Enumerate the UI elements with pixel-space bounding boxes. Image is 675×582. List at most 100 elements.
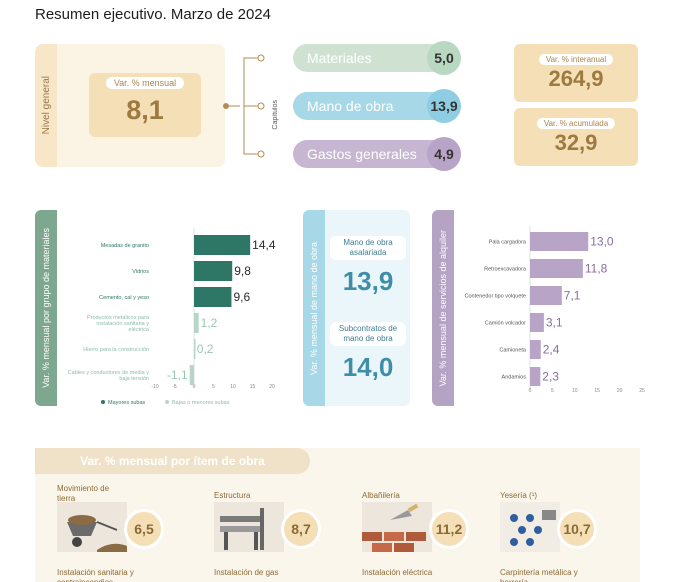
bar-3: [530, 313, 544, 332]
category-label: Pala cargadora: [489, 240, 527, 246]
x-tick-label: -5: [172, 384, 177, 390]
capitulo-materiales-value: 5,0: [427, 41, 461, 75]
legend-top: Mayores subas: [108, 400, 146, 406]
bar-3: [194, 313, 199, 333]
bar-value-label: 3,1: [546, 316, 563, 330]
subcontratos-label: Subcontratos de mano de obra: [330, 322, 406, 346]
subcontratos: Subcontratos de mano de obra 14,0: [330, 322, 406, 383]
category-label: Vidrios: [132, 269, 149, 275]
category-label: Camión volcador: [485, 321, 526, 327]
category-label: Andamios: [502, 375, 527, 381]
item-title-estructura: Estructura: [214, 491, 251, 500]
brick-trowel-icon: [362, 502, 432, 552]
nivel-general-strip: [35, 44, 57, 167]
bar-2: [530, 286, 562, 305]
x-tick-label: 25: [639, 388, 645, 394]
bar-1: [530, 259, 583, 278]
bar-1: [194, 261, 233, 281]
category-label: Cemento, cal y yeso: [99, 295, 149, 301]
capitulos-connector: [223, 54, 265, 158]
nivel-general-strip-label: Nivel general: [40, 76, 52, 135]
alquiler-strip-label: Var. % mensual de servicios de alquiler: [438, 229, 448, 387]
bar-2: [194, 287, 232, 307]
interanual-value: 264,9: [548, 66, 604, 91]
capitulo-gastos-label: Gastos generales: [307, 146, 417, 162]
bar-value-label: 9,6: [233, 290, 250, 304]
x-tick-label: -10: [151, 384, 158, 390]
capitulo-mano-obra-label: Mano de obra: [307, 98, 394, 114]
bar-value-label: 11,8: [585, 262, 608, 276]
interanual-card: Var. % interanual 264,9: [514, 44, 638, 102]
x-tick-label: 10: [230, 384, 236, 390]
capitulo-gastos-value: 4,9: [427, 137, 461, 171]
x-tick-label: 15: [594, 388, 600, 394]
bar-value-label: 1,2: [201, 316, 218, 330]
bar-4: [530, 340, 541, 359]
tiles-icon: [500, 502, 560, 552]
bar-value-label: 9,8: [234, 264, 251, 278]
category-label: Mesadas de granito: [101, 243, 149, 249]
bar-value-label: 0,2: [197, 342, 214, 356]
bar-5: [530, 367, 541, 386]
category-label: Contenedor tipo volquete: [465, 294, 526, 300]
item-value-albanileria: 11,2: [429, 509, 469, 549]
bar-5: [189, 365, 194, 385]
interanual-label: Var. % interanual: [538, 54, 614, 65]
wheelbarrow-icon: [57, 502, 127, 552]
category-label: Hierro para la construcción: [83, 347, 149, 353]
bar-value-label: 2,3: [542, 370, 559, 384]
item-value-yeseria: 10,7: [557, 509, 597, 549]
mano-obra-asalariada-label: Mano de obra asalariada: [330, 236, 406, 260]
item-footer-carpinteria: Carpintería metálica y herrería: [500, 568, 578, 582]
acumulada-value: 32,9: [554, 130, 598, 155]
capitulo-materiales: Materiales: [293, 44, 453, 72]
mano-obra-asalariada-value: 13,9: [342, 266, 394, 296]
bar-value-label: 7,1: [564, 289, 581, 303]
x-tick-label: 0: [529, 388, 532, 394]
page-title: Resumen ejecutivo. Marzo de 2024: [35, 6, 271, 23]
legend-swatch-top: [101, 400, 105, 404]
item-value-movimiento: 6,5: [124, 509, 164, 549]
bar-0: [194, 235, 251, 255]
capitulo-gastos: Gastos generales: [293, 140, 453, 168]
x-tick-label: 5: [212, 384, 215, 390]
alquiler-chart: 0 5 10 15 20 25 13,0 Pala cargadora 11,8 Retroexc…: [465, 226, 645, 394]
capitulo-mano-obra-value: 13,9: [427, 89, 461, 123]
mano-obra-asalariada: Mano de obra asalariada 13,9: [330, 236, 406, 297]
materiales-strip-label: Var. % mensual por grupo de materiales: [41, 228, 51, 388]
category-label: Retroexcavadora: [484, 267, 527, 273]
item-footer-sanitaria: Instalación sanitaria y contraincendios: [57, 568, 134, 582]
capitulos-label: Capítulos: [271, 100, 279, 130]
legend-rest: Bajas o menores subas: [172, 400, 230, 406]
legend-swatch-rest: [165, 400, 169, 404]
bar-value-label: 14,4: [252, 238, 276, 252]
x-tick-label: 20: [269, 384, 275, 390]
alquiler-strip: Var. % mensual de servicios de alquiler: [432, 210, 454, 406]
capitulo-materiales-label: Materiales: [307, 50, 372, 66]
bar-value-label: 2,4: [543, 343, 560, 357]
category-label: Cables y conductores de media y baja tens…: [68, 370, 150, 382]
item-value-estructura: 8,7: [281, 509, 321, 549]
x-tick-label: 20: [617, 388, 623, 394]
category-label: Productos metálicos para instalación sani…: [87, 315, 150, 333]
x-tick-label: 5: [551, 388, 554, 394]
x-tick-label: 10: [572, 388, 578, 394]
bar-value-label: -1,1: [167, 368, 188, 382]
mensual-card-value: 8,1: [126, 95, 164, 125]
mensual-card-label: Var. % mensual: [105, 77, 185, 89]
materiales-strip: Var. % mensual por grupo de materiales: [35, 210, 57, 406]
acumulada-card: Var. % acumulada 32,9: [514, 108, 638, 166]
item-title-albanileria: Albañilería: [362, 491, 400, 500]
category-label: Camioneta: [499, 348, 527, 354]
bar-0: [530, 232, 589, 251]
item-title-yeseria: Yesería (¹): [500, 491, 538, 500]
item-footer-electrica: Instalación eléctrica: [362, 568, 433, 577]
items-header: Var. % mensual por ítem de obra: [35, 448, 310, 474]
mensual-card: Var. % mensual 8,1: [89, 73, 201, 137]
acumulada-label: Var. % acumulada: [536, 118, 616, 129]
mano-obra-strip: Var. % mensual de mano de obra: [303, 210, 325, 406]
item-title-movimiento: Movimiento de tierra: [57, 484, 110, 503]
bar-value-label: 13,0: [590, 235, 614, 249]
nivel-general-strip-label-wrap: Nivel general: [35, 44, 57, 167]
